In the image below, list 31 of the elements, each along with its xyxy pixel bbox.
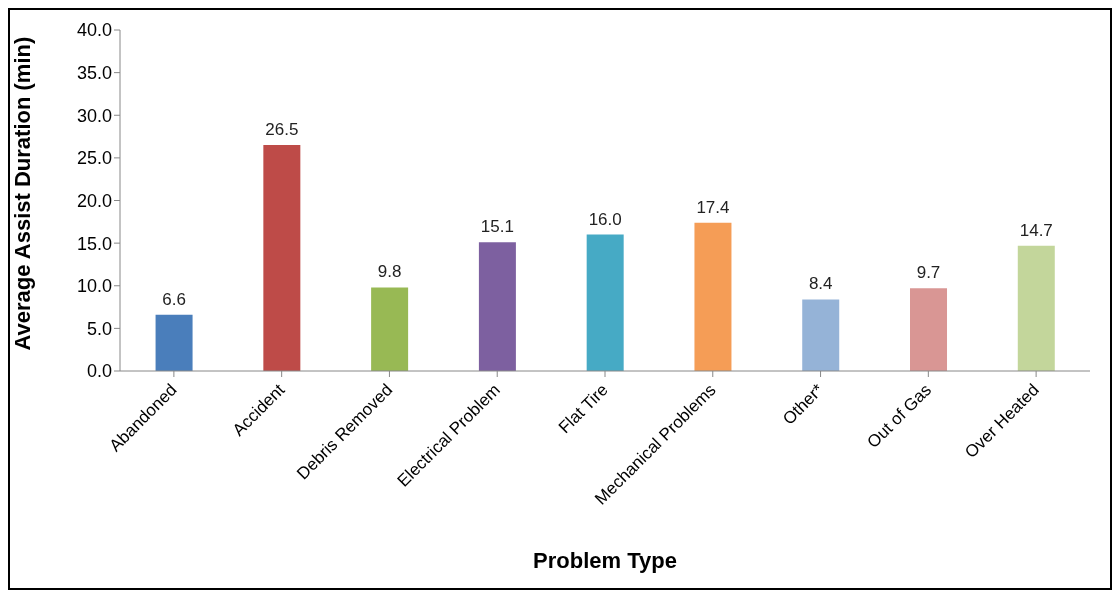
bar [694, 222, 732, 371]
x-tick-label: Flat Tire [554, 380, 612, 438]
bar [371, 287, 409, 371]
bar [263, 145, 301, 371]
data-label: 6.6 [162, 289, 186, 309]
y-tick-label: 35.0 [76, 63, 112, 84]
bar [802, 299, 840, 371]
x-axis-title: Problem Type [533, 548, 677, 573]
bar [1017, 245, 1055, 371]
data-label: 14.7 [1019, 220, 1053, 240]
y-tick-label: 15.0 [76, 233, 112, 254]
y-tick-label: 20.0 [76, 190, 112, 211]
y-tick-label: 10.0 [76, 276, 112, 297]
data-label: 9.8 [377, 262, 402, 282]
y-tick-label: 30.0 [76, 105, 112, 126]
bar [586, 234, 624, 371]
data-label: 17.4 [696, 197, 730, 217]
data-label: 9.7 [916, 263, 941, 283]
data-label: 26.5 [265, 120, 299, 140]
data-label: 15.1 [480, 217, 514, 237]
y-tick-label: 0.0 [86, 361, 112, 382]
bar [910, 288, 948, 371]
bar [155, 314, 193, 371]
x-tick-label: Out of Gas [863, 380, 936, 452]
data-label: 16.0 [588, 209, 622, 229]
y-tick-label: 5.0 [86, 318, 112, 339]
y-axis-title: Average Assist Duration (min) [9, 36, 35, 351]
bar [478, 242, 516, 371]
data-label: 8.4 [808, 274, 833, 294]
y-tick-label: 40.0 [76, 20, 112, 41]
y-tick-label: 25.0 [76, 148, 112, 169]
